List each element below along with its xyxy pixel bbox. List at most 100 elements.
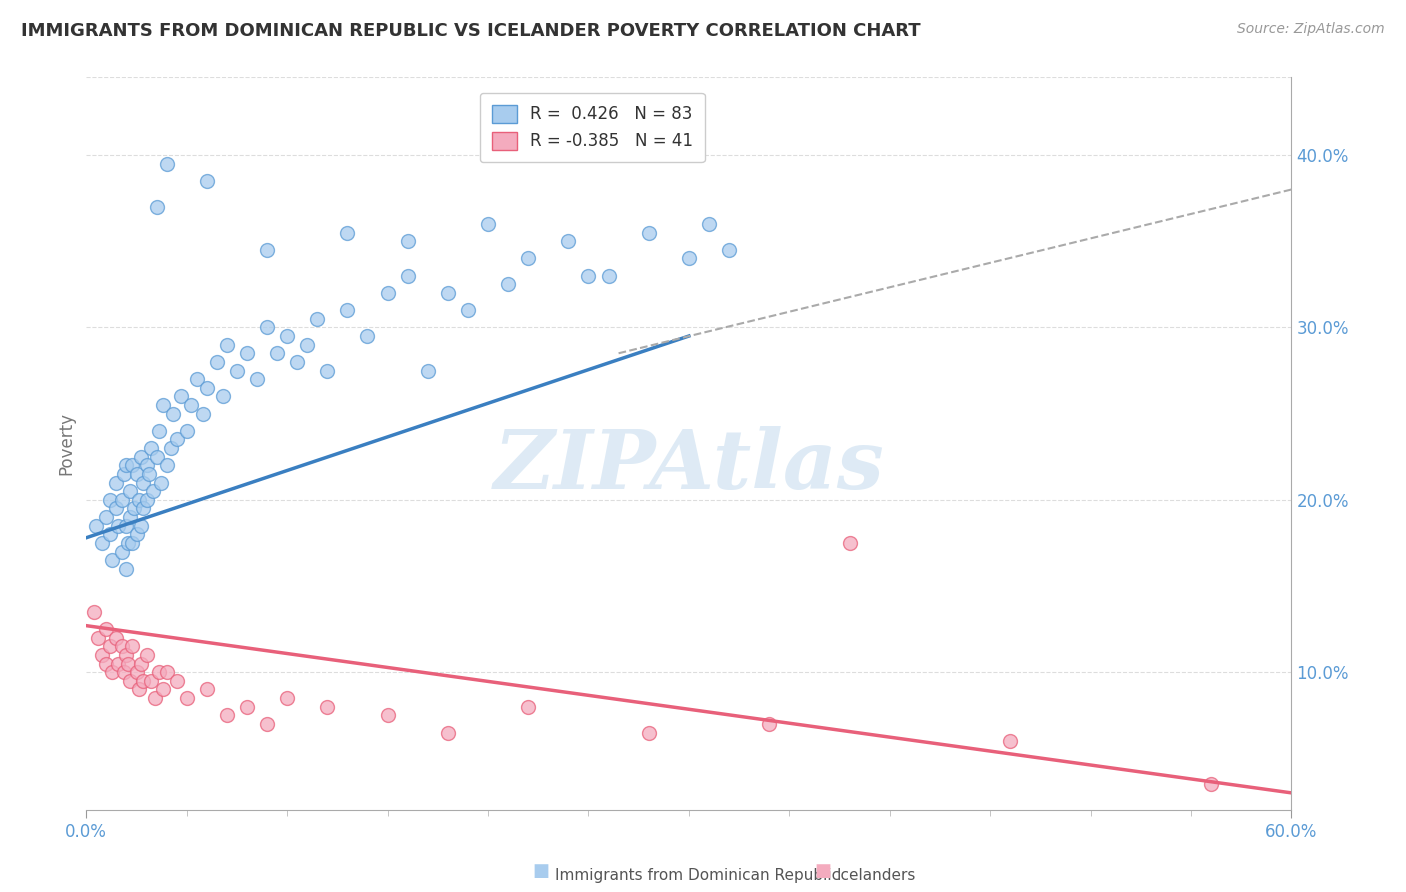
Point	[86, 518, 108, 533]
Point	[143, 691, 166, 706]
Point	[101, 665, 124, 680]
Point	[124, 501, 146, 516]
Point	[457, 303, 479, 318]
Point	[758, 717, 780, 731]
Point	[107, 657, 129, 671]
Y-axis label: Poverty: Poverty	[58, 412, 75, 475]
Point	[101, 553, 124, 567]
Text: Icelanders: Icelanders	[837, 869, 915, 883]
Point	[396, 268, 419, 283]
Point	[131, 475, 153, 490]
Point	[152, 398, 174, 412]
Point	[128, 492, 150, 507]
Point	[96, 622, 118, 636]
Point	[226, 363, 249, 377]
Point	[637, 725, 659, 739]
Point	[128, 682, 150, 697]
Point	[336, 226, 359, 240]
Point	[1000, 734, 1022, 748]
Point	[135, 458, 157, 473]
Text: ■: ■	[814, 862, 831, 880]
Point	[166, 433, 188, 447]
Point	[96, 657, 118, 671]
Point	[120, 510, 142, 524]
Point	[212, 389, 235, 403]
Point	[377, 285, 399, 300]
Point	[83, 605, 105, 619]
Point	[87, 631, 110, 645]
Point	[838, 536, 860, 550]
Point	[145, 200, 167, 214]
Point	[129, 657, 152, 671]
Point	[105, 631, 128, 645]
Point	[266, 346, 288, 360]
Text: IMMIGRANTS FROM DOMINICAN REPUBLIC VS ICELANDER POVERTY CORRELATION CHART: IMMIGRANTS FROM DOMINICAN REPUBLIC VS IC…	[21, 22, 921, 40]
Point	[215, 337, 238, 351]
Point	[180, 398, 202, 412]
Point	[120, 673, 142, 688]
Point	[148, 424, 170, 438]
Point	[91, 648, 114, 662]
Point	[215, 708, 238, 723]
Point	[176, 424, 198, 438]
Point	[100, 492, 122, 507]
Point	[139, 441, 162, 455]
Point	[316, 699, 339, 714]
Point	[156, 156, 179, 170]
Point	[148, 665, 170, 680]
Point	[205, 355, 228, 369]
Point	[135, 648, 157, 662]
Point	[256, 243, 278, 257]
Point	[256, 717, 278, 731]
Point	[718, 243, 741, 257]
Point	[517, 699, 540, 714]
Point	[195, 381, 218, 395]
Point	[678, 252, 700, 266]
Point	[125, 665, 148, 680]
Legend: R =  0.426   N = 83, R = -0.385   N = 41: R = 0.426 N = 83, R = -0.385 N = 41	[479, 93, 704, 162]
Point	[162, 407, 184, 421]
Point	[336, 303, 359, 318]
Point	[138, 467, 160, 481]
Point	[170, 389, 193, 403]
Point	[276, 691, 298, 706]
Point	[195, 174, 218, 188]
Point	[142, 484, 165, 499]
Point	[578, 268, 600, 283]
Point	[152, 682, 174, 697]
Point	[236, 699, 259, 714]
Point	[396, 234, 419, 248]
Point	[107, 518, 129, 533]
Point	[416, 363, 439, 377]
Point	[195, 682, 218, 697]
Text: ZIPAtlas: ZIPAtlas	[494, 425, 884, 506]
Point	[96, 510, 118, 524]
Point	[697, 217, 720, 231]
Point	[246, 372, 269, 386]
Point	[117, 536, 139, 550]
Point	[285, 355, 308, 369]
Point	[121, 536, 143, 550]
Point	[105, 501, 128, 516]
Point	[437, 725, 460, 739]
Point	[1199, 777, 1222, 791]
Point	[111, 640, 134, 654]
Point	[176, 691, 198, 706]
Point	[129, 450, 152, 464]
Point	[115, 518, 138, 533]
Point	[256, 320, 278, 334]
Point	[115, 458, 138, 473]
Point	[236, 346, 259, 360]
Point	[307, 311, 329, 326]
Point	[121, 640, 143, 654]
Point	[125, 467, 148, 481]
Text: Immigrants from Dominican Republic: Immigrants from Dominican Republic	[555, 869, 841, 883]
Point	[159, 441, 181, 455]
Point	[156, 458, 179, 473]
Point	[316, 363, 339, 377]
Text: Source: ZipAtlas.com: Source: ZipAtlas.com	[1237, 22, 1385, 37]
Point	[598, 268, 620, 283]
Point	[114, 467, 136, 481]
Point	[191, 407, 214, 421]
Point	[129, 518, 152, 533]
